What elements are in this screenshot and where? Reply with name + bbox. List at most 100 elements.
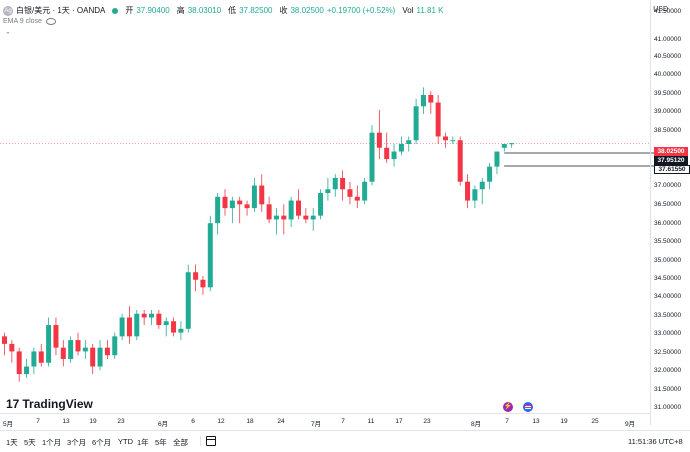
candle[interactable]	[38, 343, 44, 367]
time-tick-label: 7	[505, 418, 509, 425]
candle[interactable]	[288, 196, 294, 227]
candle[interactable]	[340, 170, 346, 201]
candle[interactable]	[9, 340, 15, 363]
candle[interactable]	[376, 110, 382, 160]
candle[interactable]	[2, 332, 7, 356]
lightning-event-icon[interactable]: ⚡	[503, 402, 513, 412]
candle[interactable]	[68, 336, 74, 363]
candle[interactable]	[266, 196, 272, 224]
candle[interactable]	[97, 340, 103, 371]
currency-label[interactable]: USD	[653, 6, 668, 13]
calendar-icon[interactable]	[206, 436, 216, 446]
candle[interactable]	[494, 151, 500, 175]
candle[interactable]	[472, 185, 478, 209]
us-flag-event-icon[interactable]	[523, 402, 533, 412]
candle[interactable]	[149, 309, 154, 326]
candle[interactable]	[171, 317, 177, 337]
candle[interactable]	[46, 317, 52, 367]
candle[interactable]	[134, 309, 140, 341]
candle[interactable]	[207, 215, 213, 292]
ema-indicator-label[interactable]: EMA 9 close	[3, 18, 42, 25]
range-button[interactable]: 1天	[6, 438, 18, 447]
candle[interactable]	[450, 136, 456, 144]
candle[interactable]	[16, 347, 22, 382]
candle[interactable]	[215, 193, 221, 235]
candle-body	[501, 144, 507, 148]
candle[interactable]	[325, 177, 331, 201]
candle[interactable]	[281, 204, 287, 235]
candle[interactable]	[487, 162, 493, 190]
range-button[interactable]: 6个月	[92, 438, 112, 447]
logo-text: TradingView	[22, 397, 93, 411]
candle[interactable]	[391, 144, 397, 167]
price-axis[interactable]	[650, 0, 690, 425]
candle[interactable]	[406, 136, 412, 152]
candle[interactable]	[156, 309, 162, 329]
clock-display[interactable]: 11:51:36 UTC+8	[628, 437, 683, 446]
candle[interactable]	[141, 309, 147, 326]
chevron-up-icon[interactable]: ⌃	[5, 32, 11, 39]
candle[interactable]	[163, 317, 169, 337]
candle[interactable]	[369, 125, 375, 186]
candle[interactable]	[237, 196, 243, 224]
candle[interactable]	[318, 189, 324, 220]
candle[interactable]	[303, 208, 309, 224]
candle[interactable]	[296, 189, 301, 220]
tradingview-logo[interactable]: 17 TradingView	[6, 397, 93, 411]
candle[interactable]	[428, 91, 434, 114]
candle[interactable]	[75, 332, 81, 356]
candle[interactable]	[200, 276, 206, 295]
candle[interactable]	[457, 136, 463, 186]
symbol-title[interactable]: 白银/美元 · 1天 · OANDA	[16, 6, 106, 15]
candle[interactable]	[413, 98, 419, 144]
candle[interactable]	[310, 208, 316, 231]
candle[interactable]	[104, 340, 110, 359]
candle[interactable]	[398, 136, 404, 156]
candle-body	[332, 177, 338, 190]
candle[interactable]	[251, 177, 257, 212]
candle[interactable]	[465, 174, 471, 209]
candle[interactable]	[479, 177, 485, 205]
candle[interactable]	[354, 185, 360, 209]
candle[interactable]	[332, 174, 338, 197]
candle[interactable]	[126, 306, 132, 344]
candle[interactable]	[443, 132, 448, 148]
range-button[interactable]: YTD	[118, 437, 133, 446]
candle[interactable]	[119, 313, 125, 341]
candle[interactable]	[347, 181, 353, 205]
eye-icon[interactable]	[45, 18, 56, 25]
candle-body	[185, 272, 191, 329]
candle[interactable]	[185, 264, 191, 333]
candle[interactable]	[509, 142, 515, 148]
candle[interactable]	[178, 321, 184, 341]
range-button[interactable]: 5天	[24, 438, 36, 447]
range-button[interactable]: 5年	[155, 438, 167, 447]
candle[interactable]	[82, 340, 88, 359]
candle[interactable]	[222, 189, 228, 216]
candle[interactable]	[384, 132, 390, 163]
candle[interactable]	[229, 196, 235, 224]
range-button[interactable]: 3个月	[67, 438, 87, 447]
candle[interactable]	[501, 144, 507, 152]
candle-body	[171, 321, 177, 333]
range-button[interactable]: 1年	[137, 438, 149, 447]
candle[interactable]	[31, 347, 37, 375]
price-tick-label: 36.50000	[654, 201, 682, 208]
candle[interactable]	[420, 87, 426, 114]
candle[interactable]	[112, 332, 118, 359]
candle[interactable]	[435, 94, 441, 144]
candle[interactable]	[193, 264, 199, 292]
candle-body	[266, 204, 272, 220]
candle[interactable]	[24, 358, 30, 378]
time-axis[interactable]	[0, 413, 650, 428]
candle[interactable]	[60, 340, 66, 367]
candle[interactable]	[90, 343, 96, 375]
candle[interactable]	[273, 208, 279, 235]
candle[interactable]	[362, 177, 368, 205]
range-button[interactable]: 全部	[173, 438, 188, 447]
candle[interactable]	[244, 200, 250, 216]
range-button[interactable]: 1个月	[42, 438, 62, 447]
candle[interactable]	[259, 174, 265, 212]
candle[interactable]	[53, 317, 59, 356]
